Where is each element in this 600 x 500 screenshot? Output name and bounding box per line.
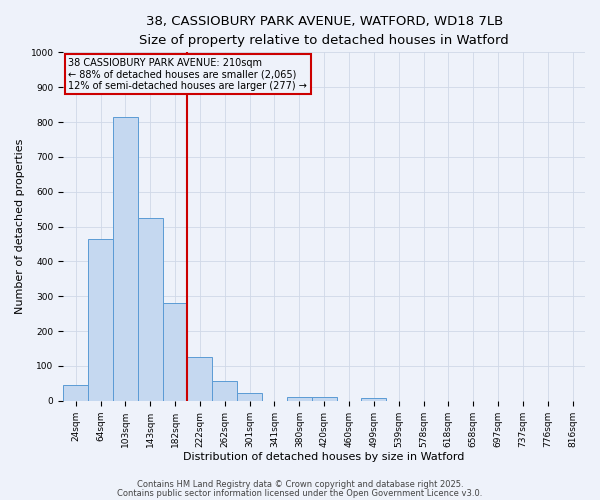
- Bar: [88, 239, 113, 401]
- Bar: [138, 218, 163, 401]
- Bar: [287, 398, 312, 401]
- Y-axis label: Number of detached properties: Number of detached properties: [15, 139, 25, 314]
- Title: 38, CASSIOBURY PARK AVENUE, WATFORD, WD18 7LB
Size of property relative to detac: 38, CASSIOBURY PARK AVENUE, WATFORD, WD1…: [139, 15, 509, 47]
- X-axis label: Distribution of detached houses by size in Watford: Distribution of detached houses by size …: [184, 452, 465, 462]
- Text: 38 CASSIOBURY PARK AVENUE: 210sqm
← 88% of detached houses are smaller (2,065)
1: 38 CASSIOBURY PARK AVENUE: 210sqm ← 88% …: [68, 58, 307, 91]
- Bar: [63, 385, 88, 401]
- Text: Contains public sector information licensed under the Open Government Licence v3: Contains public sector information licen…: [118, 489, 482, 498]
- Bar: [237, 393, 262, 401]
- Bar: [361, 398, 386, 401]
- Bar: [113, 117, 138, 401]
- Bar: [187, 358, 212, 401]
- Bar: [163, 304, 187, 401]
- Bar: [212, 381, 237, 401]
- Text: Contains HM Land Registry data © Crown copyright and database right 2025.: Contains HM Land Registry data © Crown c…: [137, 480, 463, 489]
- Bar: [312, 398, 337, 401]
